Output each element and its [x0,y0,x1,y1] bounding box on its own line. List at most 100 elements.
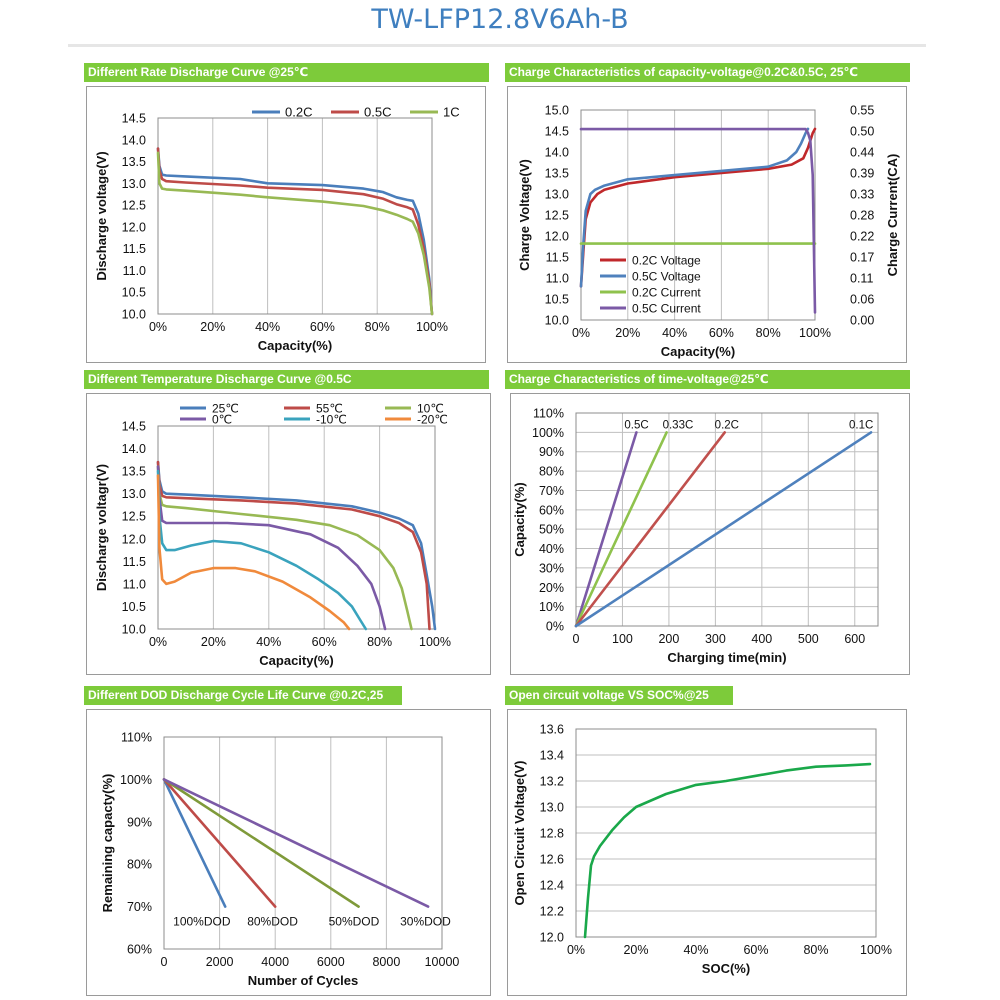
y-tick-label: 12.0 [545,230,569,244]
y-axis-label: Discharge voltagr(V) [94,464,109,591]
y-tick-label: 11.5 [123,555,146,569]
series-line [579,127,817,314]
x-tick-label: 20% [623,943,648,957]
y2-tick-label: 0.00 [850,314,874,328]
chart-6: 0% 20% 40% 60% 80% 100% 12.0 12.2 12.4 12.6 12.8 13… [512,723,892,977]
y-tick-label: 20% [539,581,564,595]
y-tick-label: 11.0 [546,272,569,286]
x-tick-label: 500 [798,632,819,646]
y-tick-label: 12.0 [540,931,564,945]
legend-label: 0.2C Current [632,286,701,300]
x-tick-label: 200 [658,632,679,646]
y-tick-label: 60% [127,943,152,957]
legend-label: 25℃ [212,402,239,416]
series-line [574,431,727,628]
panel-header-rate-discharge: Different Rate Discharge Curve @25℃ [84,63,489,82]
y-tick-label: 11.5 [123,242,146,256]
legend-label: 0.5C Voltage [632,270,701,284]
y-tick-label: 14.5 [545,125,569,139]
y-tick-label: 10.5 [122,286,146,300]
y-tick-label: 110% [533,407,564,421]
y2-axis-label: Charge Current(CA) [885,154,900,277]
y-tick-label: 80% [539,465,564,479]
series-end-label: 0.5C [624,419,648,431]
y-axis-label: Remaining capacty(%) [100,774,115,913]
legend-label: 0℃ [212,413,232,427]
series-line [574,431,873,628]
x-tick-label: 60% [709,326,734,340]
y-tick-label: 100% [120,773,152,787]
series-line [156,147,434,316]
series-line [156,474,351,631]
y-tick-label: 13.5 [545,167,569,181]
y-tick-label: 90% [127,815,152,829]
x-tick-label: 8000 [372,955,400,969]
chart-1: 0% 20% 40% 60% 80% 100% 10.0 10.5 11.0 11.5 12.0 12… [94,105,460,354]
series-line [579,127,810,288]
x-tick-label: 10000 [425,955,460,969]
y-tick-label: 13.0 [122,177,146,191]
plot-area [157,117,433,315]
plot-area [580,109,816,321]
y2-tick-label: 0.06 [850,293,874,307]
y-tick-label: 12.0 [122,532,146,546]
y-tick-label: 13.5 [122,155,146,169]
series-line [574,431,638,628]
y-tick-label: 10.0 [545,314,569,328]
y-tick-label: 10.5 [545,293,569,307]
series-end-label: 0.2C [715,419,739,431]
series-line [579,127,817,288]
chart-frame-charge-capacity-voltage [507,86,907,363]
panel-header-temperature-discharge: Different Temperature Discharge Curve @0… [84,370,489,389]
series-line [156,465,413,631]
plot-area [157,425,436,630]
x-tick-label: 100% [419,635,451,649]
x-tick-label: 4000 [261,955,289,969]
plot-area [575,412,879,627]
series-end-label: 50%DOD [329,915,380,929]
x-tick-label: 0% [149,635,167,649]
legend-label: 0.5C [364,105,391,120]
y-tick-label: 110% [121,731,152,745]
title-divider [68,44,926,47]
y-tick-label: 13.2 [540,775,564,789]
y-tick-label: 40% [539,542,564,556]
x-tick-label: 100% [799,326,831,340]
y-tick-label: 70% [539,484,564,498]
y-tick-label: 11.5 [546,251,569,265]
series-end-label: 0.33C [663,419,694,431]
y-tick-label: 14.0 [545,146,569,160]
x-tick-label: 0% [567,943,585,957]
x-tick-label: 80% [367,635,392,649]
y-tick-label: 80% [127,858,152,872]
y-tick-label: 12.5 [122,510,146,524]
y2-tick-label: 0.55 [850,104,874,118]
y-tick-label: 12.0 [122,220,146,234]
y-axis-label: Charge Voltage(V) [517,159,532,271]
y-tick-label: 50% [539,523,564,537]
y-tick-label: 12.8 [540,827,564,841]
panel-header-ocv-soc: Open circuit voltage VS SOC%@25 [505,686,733,705]
x-tick-label: 40% [662,326,687,340]
y2-tick-label: 0.11 [850,272,873,286]
y-axis-label: Open Circuit Voltage(V) [512,761,527,906]
y-tick-label: 13.5 [122,465,146,479]
legend-label: 10℃ [417,402,444,416]
x-tick-label: 60% [312,635,337,649]
page-title: TW-LFP12.8V6Ah-B [371,4,629,35]
x-axis-label: Charging time(min) [667,650,786,665]
series-line [156,469,368,631]
y-tick-label: 12.4 [540,879,564,893]
chart-4: 0 100 200 300 400 500 600 0% 10% 20% 30% 40% 50% 60% 7… [512,407,879,665]
chart-2: 0% 20% 40% 60% 80% 100% 10.0 10.5 11.0 11.5 12.0 12… [517,104,900,360]
y2-tick-label: 0.22 [850,230,874,244]
y-tick-label: 12.2 [540,905,564,919]
chart-frame-dod-cycle-life [86,709,491,996]
x-tick-label: 2000 [206,955,234,969]
legend-label: 0.2C [285,105,312,120]
series-line [156,151,434,316]
y-tick-label: 60% [539,503,564,517]
x-tick-label: 0 [161,955,168,969]
legend-label: 0.5C Current [632,302,701,316]
